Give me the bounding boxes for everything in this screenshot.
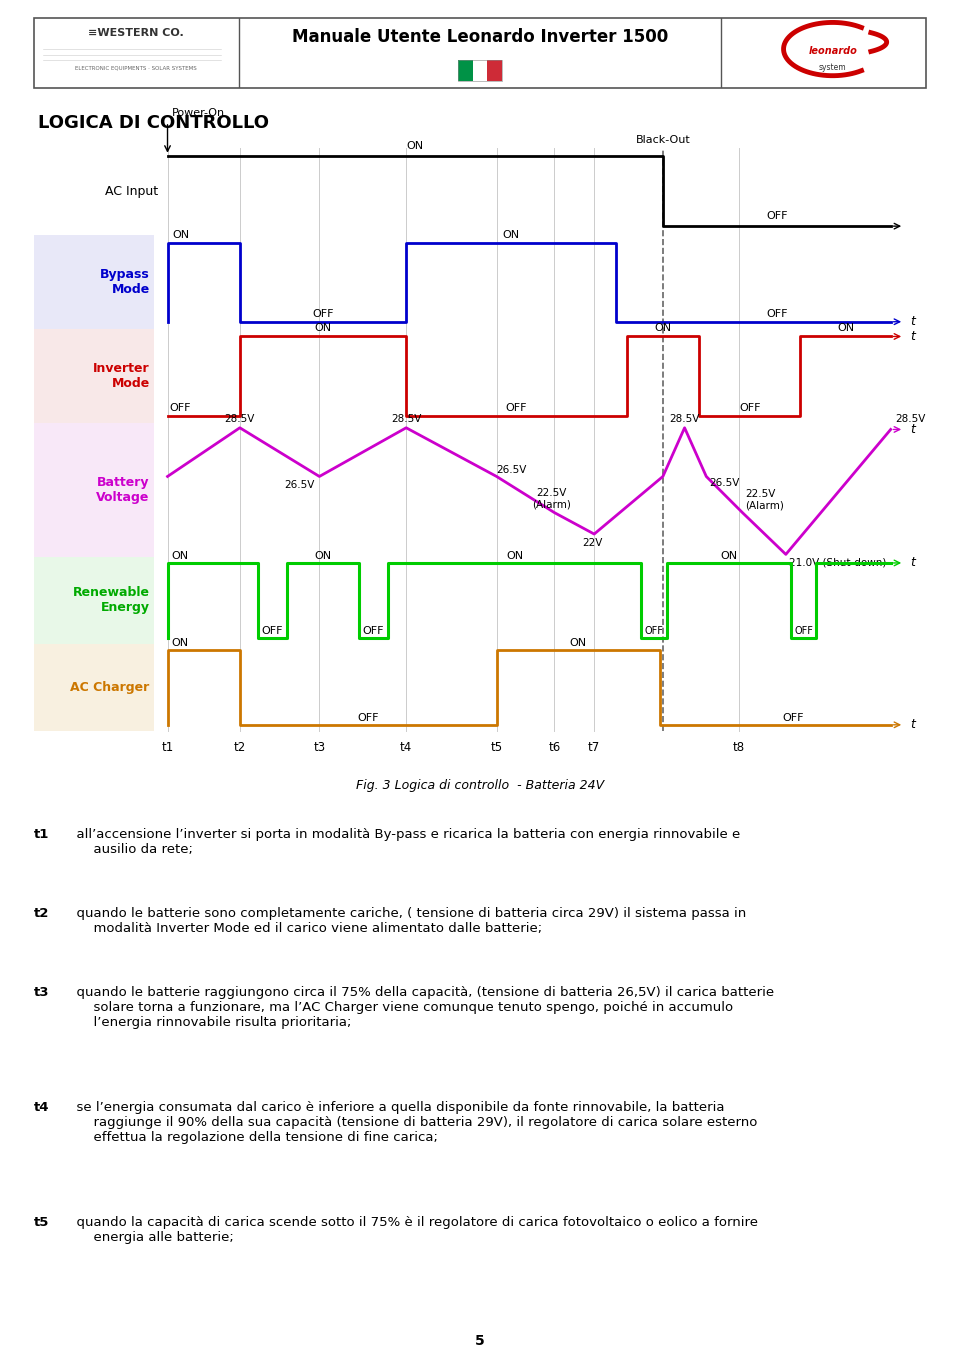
Text: ON: ON (171, 638, 188, 647)
Text: t4: t4 (34, 1101, 49, 1113)
Bar (34, 557, 155, 644)
Text: all’accensione l’inverter si porta in modalità By-pass e ricarica la batteria co: all’accensione l’inverter si porta in mo… (67, 828, 740, 856)
Text: 22V: 22V (582, 538, 603, 547)
Bar (34, 236, 155, 329)
Text: OFF: OFF (363, 625, 384, 636)
Text: 28.5V: 28.5V (391, 414, 421, 425)
Text: OFF: OFF (262, 625, 283, 636)
Text: 28.5V: 28.5V (895, 414, 925, 425)
Text: Manuale Utente Leonardo Inverter 1500: Manuale Utente Leonardo Inverter 1500 (292, 28, 668, 46)
Text: OFF: OFF (766, 212, 787, 221)
Text: t8: t8 (732, 741, 745, 755)
Text: ON: ON (315, 324, 331, 333)
Text: t: t (910, 557, 915, 569)
Text: OFF: OFF (739, 403, 760, 412)
Text: ON: ON (655, 324, 671, 333)
Text: OFF: OFF (644, 625, 663, 636)
Text: OFF: OFF (506, 403, 527, 412)
Text: AC Charger: AC Charger (70, 681, 150, 694)
Text: 5: 5 (475, 1335, 485, 1348)
Text: t6: t6 (548, 741, 561, 755)
Text: t5: t5 (491, 741, 503, 755)
Text: 26.5V: 26.5V (284, 480, 315, 489)
Text: t5: t5 (34, 1216, 49, 1229)
Text: quando le batterie raggiungono circa il 75% della capacità, (tensione di batteri: quando le batterie raggiungono circa il … (67, 985, 774, 1029)
Text: system: system (819, 63, 847, 73)
Text: OFF: OFF (169, 403, 191, 412)
Text: OFF: OFF (357, 713, 379, 723)
Text: AC Input: AC Input (106, 185, 158, 198)
Text: LOGICA DI CONTROLLO: LOGICA DI CONTROLLO (38, 115, 269, 132)
Bar (472, 59, 488, 81)
Text: Renewable
Energy: Renewable Energy (73, 586, 150, 615)
Text: t: t (910, 423, 915, 435)
Text: OFF: OFF (782, 713, 804, 723)
Text: 28.5V: 28.5V (225, 414, 255, 425)
Text: Bypass
Mode: Bypass Mode (100, 268, 150, 297)
Text: t2: t2 (34, 907, 49, 919)
Text: ON: ON (502, 229, 519, 240)
Text: OFF: OFF (794, 625, 813, 636)
Text: ON: ON (172, 229, 189, 240)
Bar (458, 59, 472, 81)
Text: leonardo: leonardo (808, 46, 857, 57)
Bar (488, 59, 502, 81)
Text: 26.5V: 26.5V (708, 479, 739, 488)
Text: Black-Out: Black-Out (636, 135, 690, 146)
Bar (458, 59, 502, 81)
Text: t1: t1 (34, 828, 49, 841)
Bar (34, 423, 155, 557)
Text: Inverter
Mode: Inverter Mode (93, 363, 150, 390)
Text: OFF: OFF (312, 309, 334, 319)
Bar (34, 329, 155, 423)
Text: t7: t7 (588, 741, 600, 755)
Text: 22.5V
(Alarm): 22.5V (Alarm) (532, 488, 571, 510)
Text: 21.0V (Shut-down): 21.0V (Shut-down) (788, 558, 886, 568)
Text: t4: t4 (400, 741, 412, 755)
Text: se l’energia consumata dal carico è inferiore a quella disponibile da fonte rinn: se l’energia consumata dal carico è infe… (67, 1101, 756, 1144)
Text: Battery
Voltage: Battery Voltage (96, 476, 150, 504)
Text: quando la capacità di carica scende sotto il 75% è il regolatore di carica fotov: quando la capacità di carica scende sott… (67, 1216, 757, 1244)
Text: ON: ON (570, 638, 587, 647)
Text: ≡WESTERN CO.: ≡WESTERN CO. (88, 28, 184, 38)
Text: t: t (910, 315, 915, 329)
Text: quando le batterie sono completamente cariche, ( tensione di batteria circa 29V): quando le batterie sono completamente ca… (67, 907, 746, 934)
Text: ON: ON (171, 550, 188, 561)
Text: 26.5V: 26.5V (496, 465, 527, 474)
Text: ON: ON (720, 550, 737, 561)
Text: t: t (910, 330, 915, 342)
Text: t3: t3 (313, 741, 325, 755)
Text: t: t (910, 718, 915, 732)
Text: Fig. 3 Logica di controllo  - Batteria 24V: Fig. 3 Logica di controllo - Batteria 24… (356, 779, 604, 791)
Text: ELECTRONIC EQUIPMENTS · SOLAR SYSTEMS: ELECTRONIC EQUIPMENTS · SOLAR SYSTEMS (76, 66, 197, 70)
Text: t1: t1 (161, 741, 174, 755)
Text: ON: ON (506, 550, 523, 561)
Text: 28.5V: 28.5V (669, 414, 700, 425)
Text: Power-On: Power-On (172, 108, 225, 117)
Text: t3: t3 (34, 985, 49, 999)
Text: OFF: OFF (766, 309, 787, 319)
Text: ON: ON (837, 324, 854, 333)
Text: 22.5V
(Alarm): 22.5V (Alarm) (745, 488, 784, 510)
Bar (34, 644, 155, 731)
Text: ON: ON (315, 550, 331, 561)
Text: t2: t2 (233, 741, 246, 755)
Text: ON: ON (407, 140, 423, 151)
